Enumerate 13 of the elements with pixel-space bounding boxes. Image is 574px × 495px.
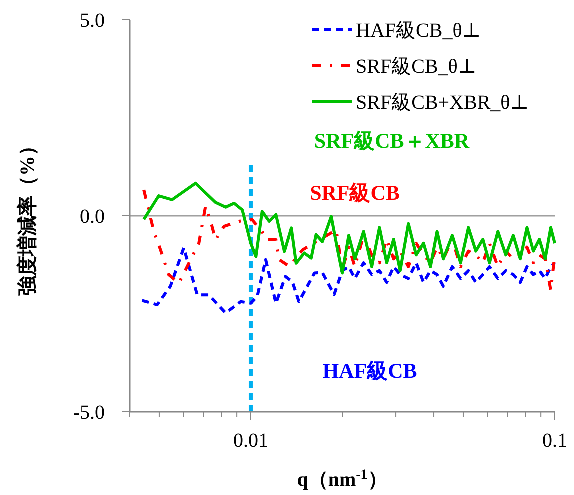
x-axis-title: q（nm$^{-1}$）: [297, 468, 388, 491]
annotation: HAF級CB: [322, 359, 418, 383]
x-tick-label: 0.01: [233, 430, 268, 452]
x-tick-label: 0.1: [542, 430, 568, 452]
annotation: SRF級CB＋XBR: [314, 129, 470, 153]
y-tick-label: 0.0: [80, 206, 105, 228]
legend-label: SRF級CB_θ⊥: [356, 56, 477, 78]
annotation: SRF級CB: [310, 181, 400, 205]
y-axis-title: 強度増減率（%）: [16, 136, 39, 296]
y-tick-label: -5.0: [73, 402, 105, 424]
legend-label: HAF級CB_θ⊥: [356, 20, 482, 42]
y-tick-label: 5.0: [80, 10, 105, 32]
legend-label: SRF級CB+XBR_θ⊥: [356, 92, 530, 114]
